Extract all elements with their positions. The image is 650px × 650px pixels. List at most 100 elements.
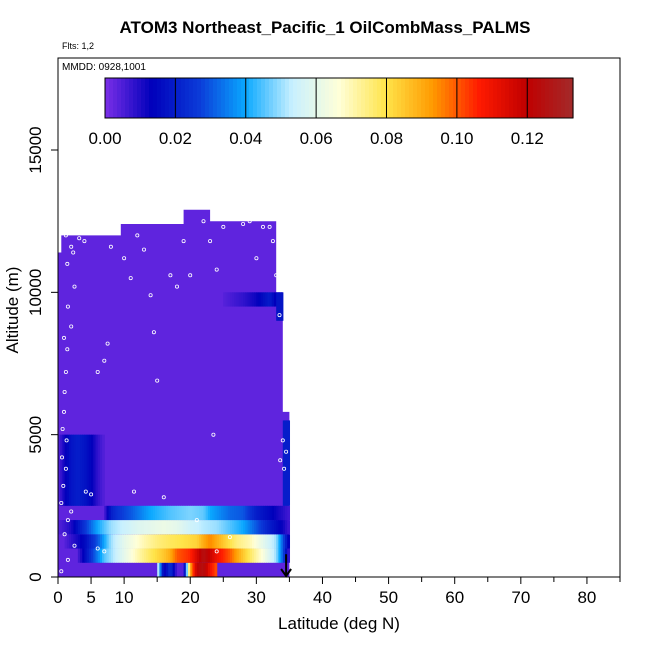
colorbar-cell	[549, 78, 554, 118]
heat-cell	[159, 520, 163, 535]
colorbar-cell	[481, 78, 486, 118]
heat-cell	[243, 505, 246, 521]
heat-cell	[267, 534, 271, 549]
heat-cell	[273, 548, 277, 563]
colorbar-cell	[569, 78, 574, 118]
heat-cell	[104, 505, 108, 521]
heat-cell	[271, 292, 275, 307]
colorbar-cell	[141, 78, 146, 118]
heat-cell	[188, 534, 191, 549]
heat-cell	[225, 505, 229, 521]
end-arrow-head	[280, 568, 292, 578]
heat-cell	[185, 562, 189, 577]
heat-cell	[276, 505, 279, 521]
heat-cell	[163, 562, 167, 577]
heat-cell	[183, 534, 187, 549]
heat-cell	[152, 548, 156, 563]
heat-cell	[225, 520, 229, 535]
heat-cell	[172, 534, 176, 549]
heat-cell	[229, 548, 233, 563]
heat-cell	[179, 562, 183, 577]
heat-cell	[139, 520, 143, 535]
heat-cell	[66, 520, 70, 535]
mmdd-label: MMDD: 0928,1001	[62, 62, 146, 73]
colorbar-cell	[169, 78, 174, 118]
y-axis-label: Altitude (m)	[3, 266, 22, 354]
colorbar-cell	[349, 78, 354, 118]
colorbar-cell	[489, 78, 494, 118]
heat-cell	[210, 548, 213, 563]
heat-cell	[157, 562, 160, 577]
colorbar-cell	[109, 78, 114, 118]
colorbar-cell	[353, 78, 358, 118]
heat-cell	[285, 505, 288, 521]
colorbar-cell	[405, 78, 410, 118]
heat-cell	[225, 534, 229, 549]
heat-cell	[170, 505, 174, 521]
x-tick-label: 40	[313, 588, 332, 607]
colorbar-cell	[413, 78, 418, 118]
heat-cell	[207, 505, 211, 521]
heat-cell	[170, 534, 174, 549]
colorbar-cell	[157, 78, 162, 118]
colorbar-cell	[117, 78, 122, 118]
heat-cell	[168, 520, 171, 535]
heat-cell	[77, 434, 81, 506]
colorbar-cell	[409, 78, 414, 118]
heat-cell	[251, 505, 255, 521]
heat-cell	[97, 434, 101, 506]
heat-cell	[115, 520, 119, 535]
heat-cell	[157, 505, 160, 521]
heat-cell	[117, 520, 121, 535]
colorbar-cell	[417, 78, 422, 118]
heat-cell	[258, 505, 262, 521]
colorbar-cell	[341, 78, 346, 118]
heat-cell	[146, 534, 149, 549]
heat-cell	[282, 505, 286, 521]
heat-cell	[240, 292, 244, 307]
sample-point	[63, 233, 68, 238]
heat-cell	[273, 520, 277, 535]
heat-cell	[165, 548, 169, 563]
heat-cell	[95, 434, 99, 506]
heat-cell	[256, 534, 260, 549]
heat-cell	[121, 505, 125, 521]
heat-cell	[216, 534, 220, 549]
heat-cell	[240, 520, 244, 535]
heat-cell	[286, 420, 289, 506]
colorbar-cell	[137, 78, 142, 118]
heat-cell	[121, 534, 125, 549]
colorbar-cell	[265, 78, 270, 118]
sample-point	[221, 224, 226, 229]
sample-point	[151, 330, 156, 335]
heat-cell	[172, 520, 176, 535]
heat-cell	[190, 505, 194, 521]
heat-cell	[196, 520, 200, 535]
heat-cell	[128, 548, 132, 563]
heat-cell	[271, 548, 275, 563]
colorbar-cell	[513, 78, 518, 118]
heat-cell	[232, 505, 235, 521]
heat-cell	[247, 292, 251, 307]
heat-cell	[203, 505, 207, 521]
heat-cell	[265, 534, 268, 549]
sample-point	[64, 438, 69, 443]
colorbar-cell	[145, 78, 150, 118]
heat-cell	[201, 562, 205, 577]
heat-cell	[260, 292, 264, 307]
heat-cell	[185, 548, 189, 563]
heat-cell	[287, 520, 291, 535]
heat-cell	[188, 562, 191, 577]
heat-cell	[110, 520, 114, 535]
heat-cell	[203, 520, 207, 535]
heat-cell	[179, 520, 183, 535]
heat-cell	[199, 505, 202, 521]
heat-cell	[115, 548, 119, 563]
heat-cell	[280, 534, 284, 549]
heat-cell	[84, 520, 88, 535]
colorbar-cell	[289, 78, 294, 118]
heat-cell	[256, 292, 260, 307]
heat-cell	[251, 548, 255, 563]
sample-point	[280, 438, 285, 443]
heat-cell	[216, 548, 220, 563]
